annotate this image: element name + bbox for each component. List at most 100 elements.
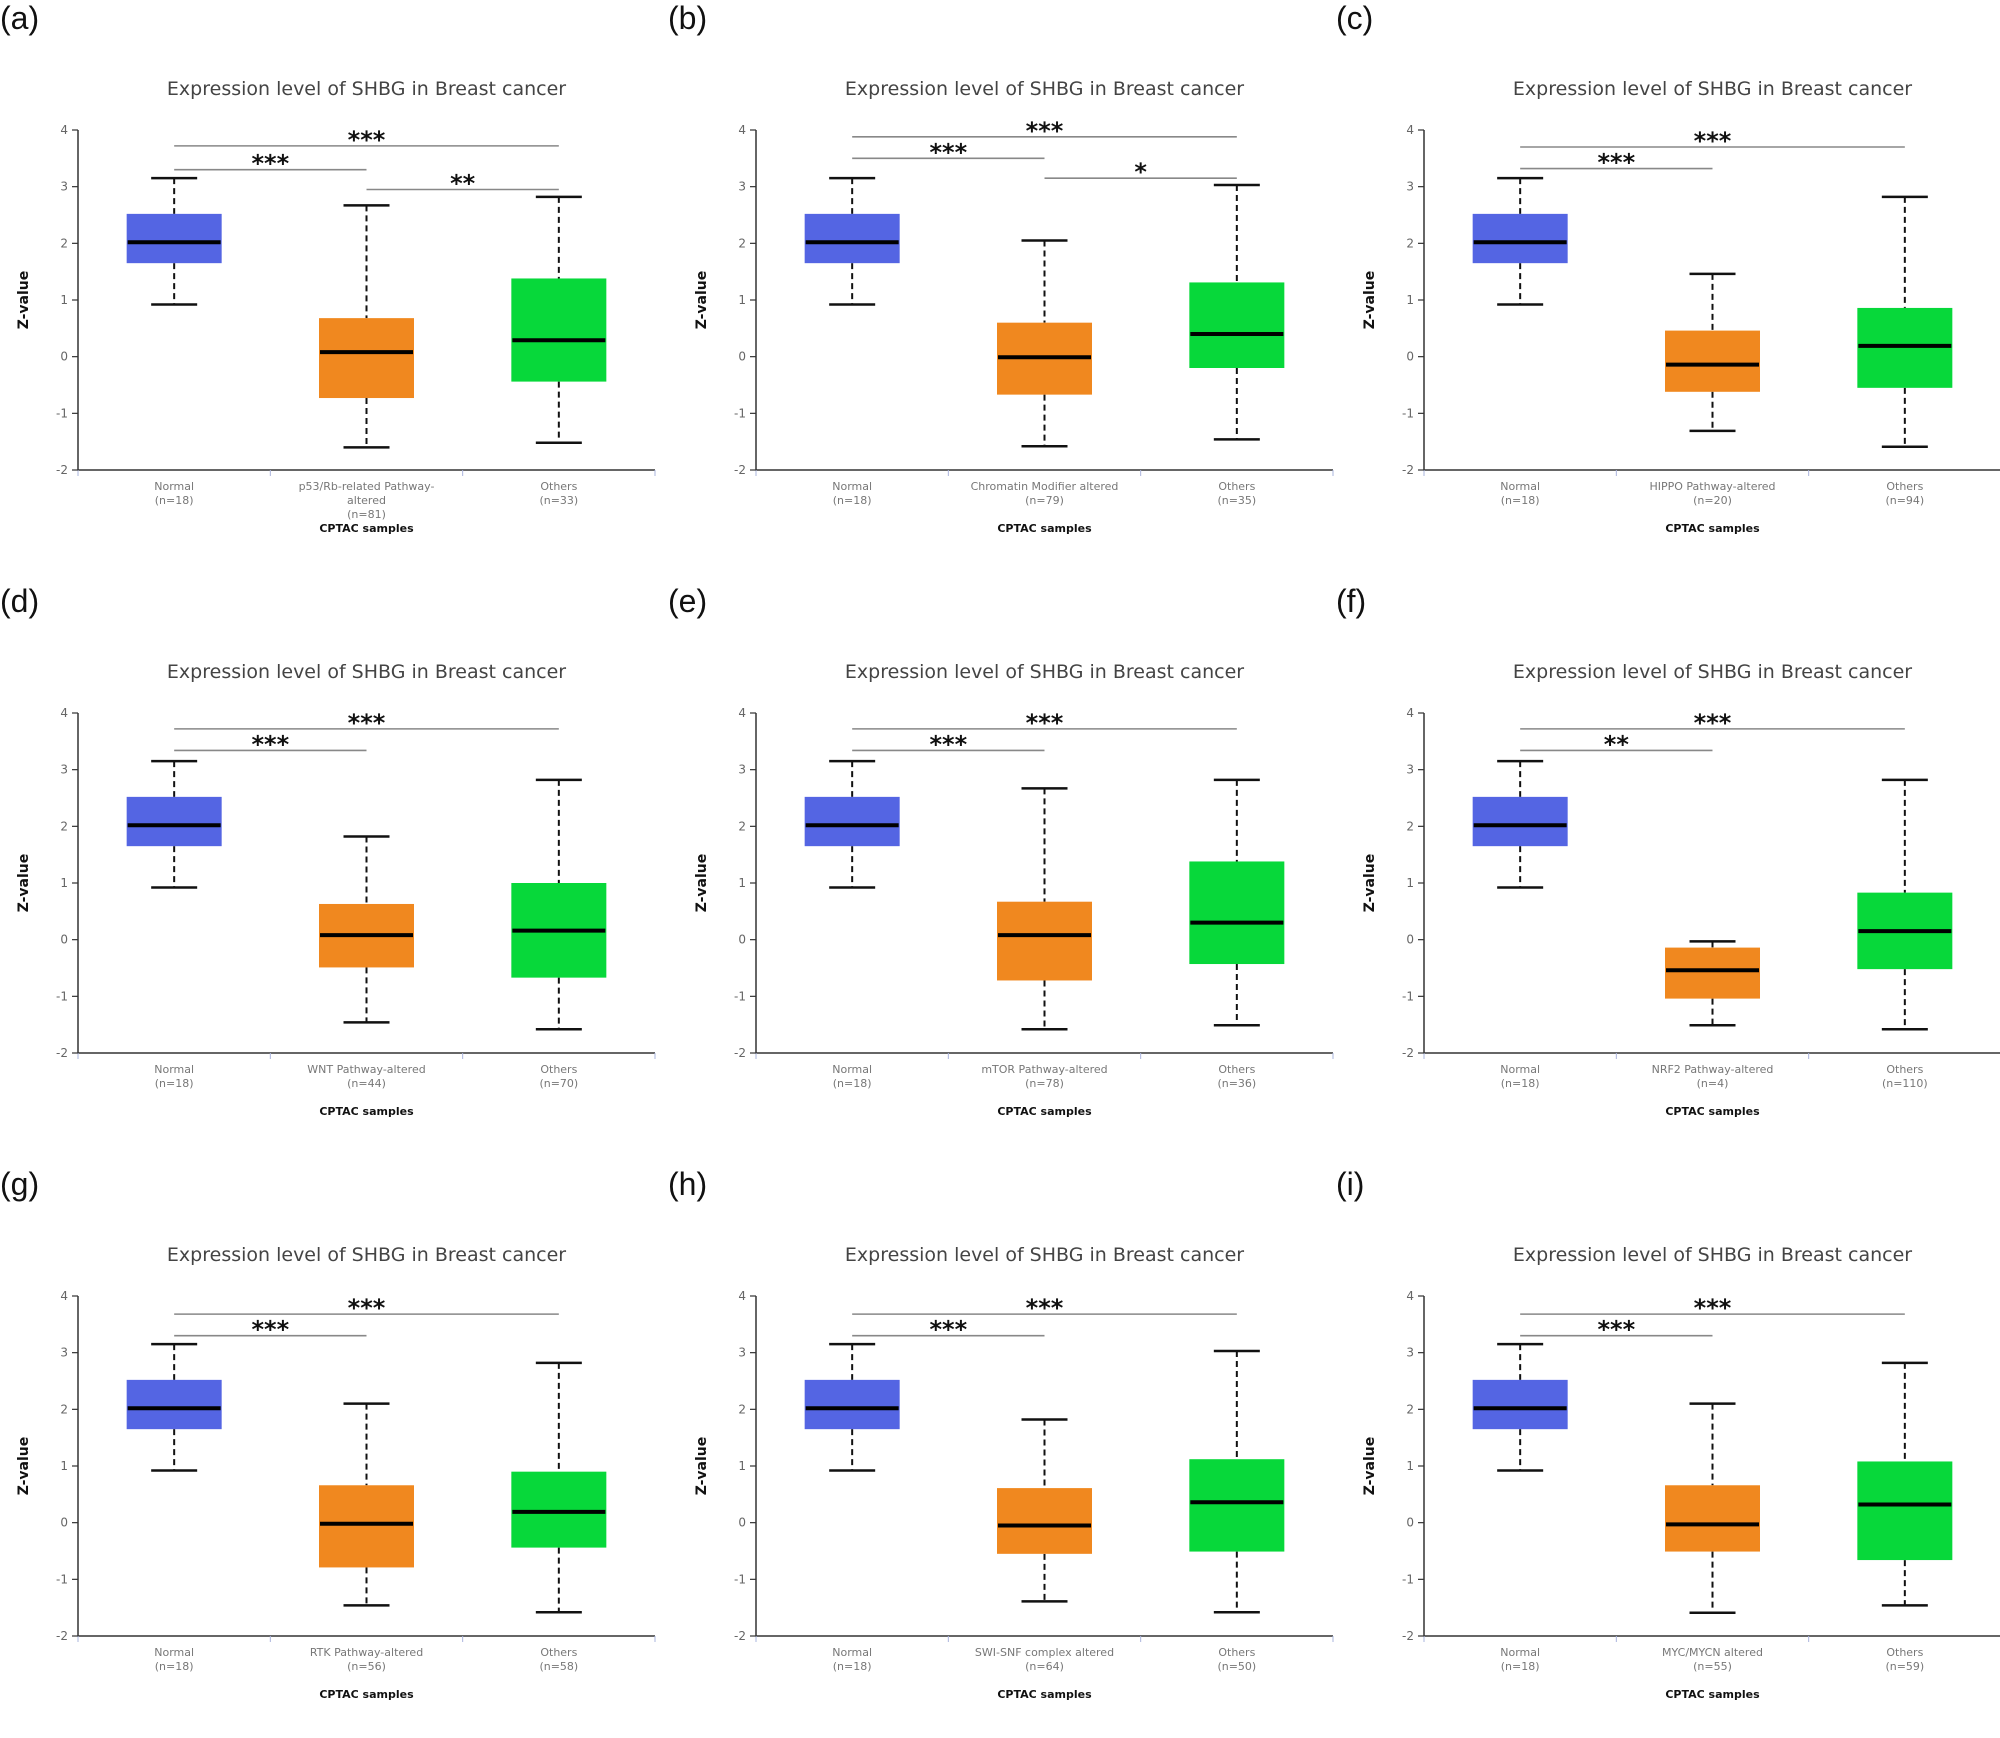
y-tick-label: 3 (60, 1346, 68, 1360)
y-tick-label: -1 (1402, 406, 1414, 420)
significance-stars: * (1134, 158, 1147, 186)
y-tick-label: 3 (738, 180, 746, 194)
y-axis-label: Z-value (1362, 1437, 1378, 1496)
y-tick-label: 0 (1406, 350, 1414, 364)
boxplot-svg: Expression level of SHBG in Breast cance… (1362, 78, 2000, 535)
y-axis-label: Z-value (694, 1437, 710, 1496)
y-tick-label: -1 (56, 406, 68, 420)
boxplot-svg: Expression level of SHBG in Breast cance… (16, 1244, 656, 1701)
box-others (511, 1471, 607, 1548)
chart-panel: (h) Expression level of SHBG in Breast ca… (668, 1166, 1334, 1738)
category-label: Others (1886, 1646, 1923, 1659)
box-altered (319, 1485, 414, 1568)
category-label: Others (540, 1063, 577, 1076)
y-tick-label: 3 (738, 1346, 746, 1360)
y-tick-label: 2 (60, 236, 68, 250)
category-label: (n=18) (155, 1660, 194, 1673)
category-label: (n=81) (347, 508, 386, 521)
category-label: (n=78) (1025, 1077, 1064, 1090)
panel-letter: (b) (668, 0, 708, 36)
significance-stars: *** (1598, 1316, 1636, 1344)
category-label: Normal (154, 1063, 194, 1076)
y-tick-label: 1 (738, 876, 746, 890)
y-tick-label: -2 (734, 463, 746, 477)
category-label: (n=58) (539, 1660, 578, 1673)
category-label: (n=70) (539, 1077, 578, 1090)
box-others (1189, 1459, 1285, 1552)
y-tick-label: -2 (56, 463, 68, 477)
significance-stars: *** (930, 138, 968, 166)
significance-stars: *** (252, 1316, 290, 1344)
category-label: (n=79) (1025, 494, 1064, 507)
y-tick-label: 0 (738, 350, 746, 364)
boxplot-svg: Expression level of SHBG in Breast cance… (16, 78, 656, 535)
box-normal (1472, 1379, 1568, 1430)
category-label: Others (540, 1646, 577, 1659)
category-label: Others (1218, 480, 1255, 493)
category-label: (n=110) (1882, 1077, 1928, 1090)
y-axis-label: Z-value (694, 854, 710, 913)
box-altered (1665, 947, 1760, 999)
significance-stars: ** (1604, 730, 1630, 758)
box-normal (1472, 796, 1568, 847)
y-tick-label: 1 (60, 1459, 68, 1473)
category-label: p53/Rb-related Pathway- (299, 480, 435, 493)
panel-letter: (c) (1336, 0, 1374, 36)
y-tick-label: -1 (734, 1572, 746, 1586)
significance-stars: *** (930, 730, 968, 758)
y-tick-label: -1 (734, 406, 746, 420)
y-tick-label: 4 (1406, 1289, 1414, 1303)
category-label: (n=18) (833, 1660, 872, 1673)
boxplot-svg: Expression level of SHBG in Breast cance… (694, 78, 1334, 535)
x-axis-label: CPTAC samples (319, 1688, 414, 1701)
significance-stars: *** (348, 126, 386, 154)
y-tick-label: 0 (738, 1516, 746, 1530)
category-label: (n=20) (1693, 494, 1732, 507)
category-label: Others (1218, 1063, 1255, 1076)
box-altered (319, 318, 414, 399)
significance-stars: *** (1694, 709, 1732, 737)
category-label: Normal (154, 1646, 194, 1659)
significance-stars: *** (348, 709, 386, 737)
y-tick-label: -2 (734, 1046, 746, 1060)
y-tick-label: 1 (60, 876, 68, 890)
y-tick-label: -1 (1402, 1572, 1414, 1586)
box-others (1857, 1461, 1953, 1561)
y-tick-label: 2 (1406, 819, 1414, 833)
y-tick-label: 2 (1406, 1402, 1414, 1416)
category-label: NRF2 Pathway-altered (1652, 1063, 1774, 1076)
y-axis-label: Z-value (1362, 854, 1378, 913)
category-label: Chromatin Modifier altered (971, 480, 1119, 493)
y-tick-label: 4 (738, 123, 746, 137)
y-tick-label: -2 (1402, 1046, 1414, 1060)
x-axis-label: CPTAC samples (1665, 522, 1760, 535)
category-label: (n=36) (1217, 1077, 1256, 1090)
significance-stars: *** (348, 1294, 386, 1322)
chart-title: Expression level of SHBG in Breast cance… (845, 661, 1244, 683)
category-label: (n=64) (1025, 1660, 1064, 1673)
box-normal (1472, 213, 1568, 264)
chart-title: Expression level of SHBG in Breast cance… (167, 1244, 566, 1266)
box-others (1189, 861, 1285, 965)
category-label: Others (1218, 1646, 1255, 1659)
box-normal (126, 1379, 222, 1430)
y-tick-label: 1 (1406, 876, 1414, 890)
box-normal (804, 213, 900, 264)
y-tick-label: 3 (60, 180, 68, 194)
category-label: SWI-SNF complex altered (975, 1646, 1114, 1659)
category-label: Normal (1500, 1646, 1540, 1659)
category-label: altered (347, 494, 386, 507)
y-tick-label: 1 (738, 293, 746, 307)
x-axis-label: CPTAC samples (1665, 1105, 1760, 1118)
box-altered (997, 1488, 1092, 1554)
y-tick-label: 3 (1406, 1346, 1414, 1360)
significance-stars: *** (1694, 1294, 1732, 1322)
boxplot-svg: Expression level of SHBG in Breast cance… (694, 661, 1334, 1118)
chart-panel: (i) Expression level of SHBG in Breast ca… (1336, 1166, 2000, 1738)
panel-letter: (h) (668, 1166, 708, 1202)
category-label: Normal (832, 1646, 872, 1659)
category-label: RTK Pathway-altered (310, 1646, 423, 1659)
chart-panel: (a) Expression level of SHBG in Breast ca… (0, 0, 666, 572)
boxplot-svg: Expression level of SHBG in Breast cance… (694, 1244, 1334, 1701)
y-tick-label: 2 (738, 236, 746, 250)
